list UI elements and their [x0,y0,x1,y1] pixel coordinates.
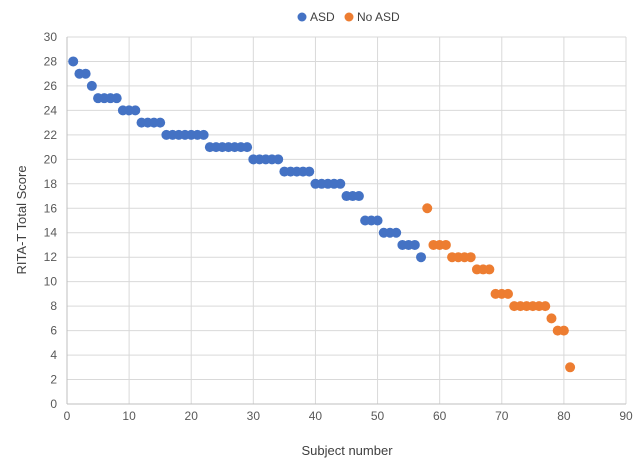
x-tick-label: 90 [619,409,633,423]
y-tick-label: 26 [44,79,58,93]
legend-label-no-asd: No ASD [357,10,400,24]
point-no-asd [484,264,495,275]
point-asd [130,105,141,116]
point-asd [68,56,79,67]
y-tick-label: 20 [44,152,58,166]
point-no-asd [540,301,551,312]
y-axis-title: RITA-T Total Score [14,165,29,274]
data-points [68,56,576,373]
point-asd [242,142,253,153]
y-tick-label: 24 [44,103,58,117]
point-asd [86,80,97,91]
point-asd [111,93,122,104]
y-tick-label: 30 [44,30,58,44]
y-tick-label: 14 [44,226,58,240]
point-asd [80,68,91,79]
legend-marker-asd [297,12,307,22]
y-tick-label: 8 [50,299,57,313]
y-tick-label: 6 [50,324,57,338]
legend: ASD No ASD [297,10,400,24]
point-asd [335,178,346,189]
legend-label-asd: ASD [310,10,335,24]
axes [66,37,626,405]
x-tick-label: 10 [122,409,136,423]
y-tick-label: 22 [44,128,58,142]
gridlines [67,36,627,404]
point-no-asd [422,203,433,214]
point-asd [372,215,383,226]
point-asd [155,117,166,128]
y-tick-label: 10 [44,275,58,289]
point-no-asd [558,325,569,336]
point-asd [273,154,284,165]
y-tick-label: 28 [44,54,58,68]
point-no-asd [440,239,451,250]
x-tick-label: 40 [309,409,323,423]
x-tick-labels: 0 10 20 30 40 50 60 70 80 90 [64,409,633,423]
point-no-asd [465,252,476,263]
y-tick-label: 0 [50,397,57,411]
y-tick-label: 18 [44,177,58,191]
x-tick-label: 80 [557,409,571,423]
point-asd [304,166,315,177]
y-tick-label: 4 [50,348,57,362]
x-tick-label: 50 [371,409,385,423]
point-no-asd [565,362,576,373]
y-tick-label: 2 [50,373,57,387]
x-tick-label: 0 [64,409,71,423]
x-tick-label: 60 [433,409,447,423]
x-tick-label: 20 [185,409,199,423]
legend-marker-no-asd [344,12,354,22]
point-asd [353,191,364,202]
x-tick-label: 30 [247,409,261,423]
x-tick-label: 70 [495,409,509,423]
point-no-asd [546,313,557,324]
x-axis-title: Subject number [301,443,393,458]
point-asd [416,252,427,263]
point-asd [391,227,402,238]
point-no-asd [502,288,513,299]
y-tick-label: 16 [44,201,58,215]
point-asd [198,129,209,140]
y-tick-label: 12 [44,250,58,264]
point-asd [409,239,420,250]
